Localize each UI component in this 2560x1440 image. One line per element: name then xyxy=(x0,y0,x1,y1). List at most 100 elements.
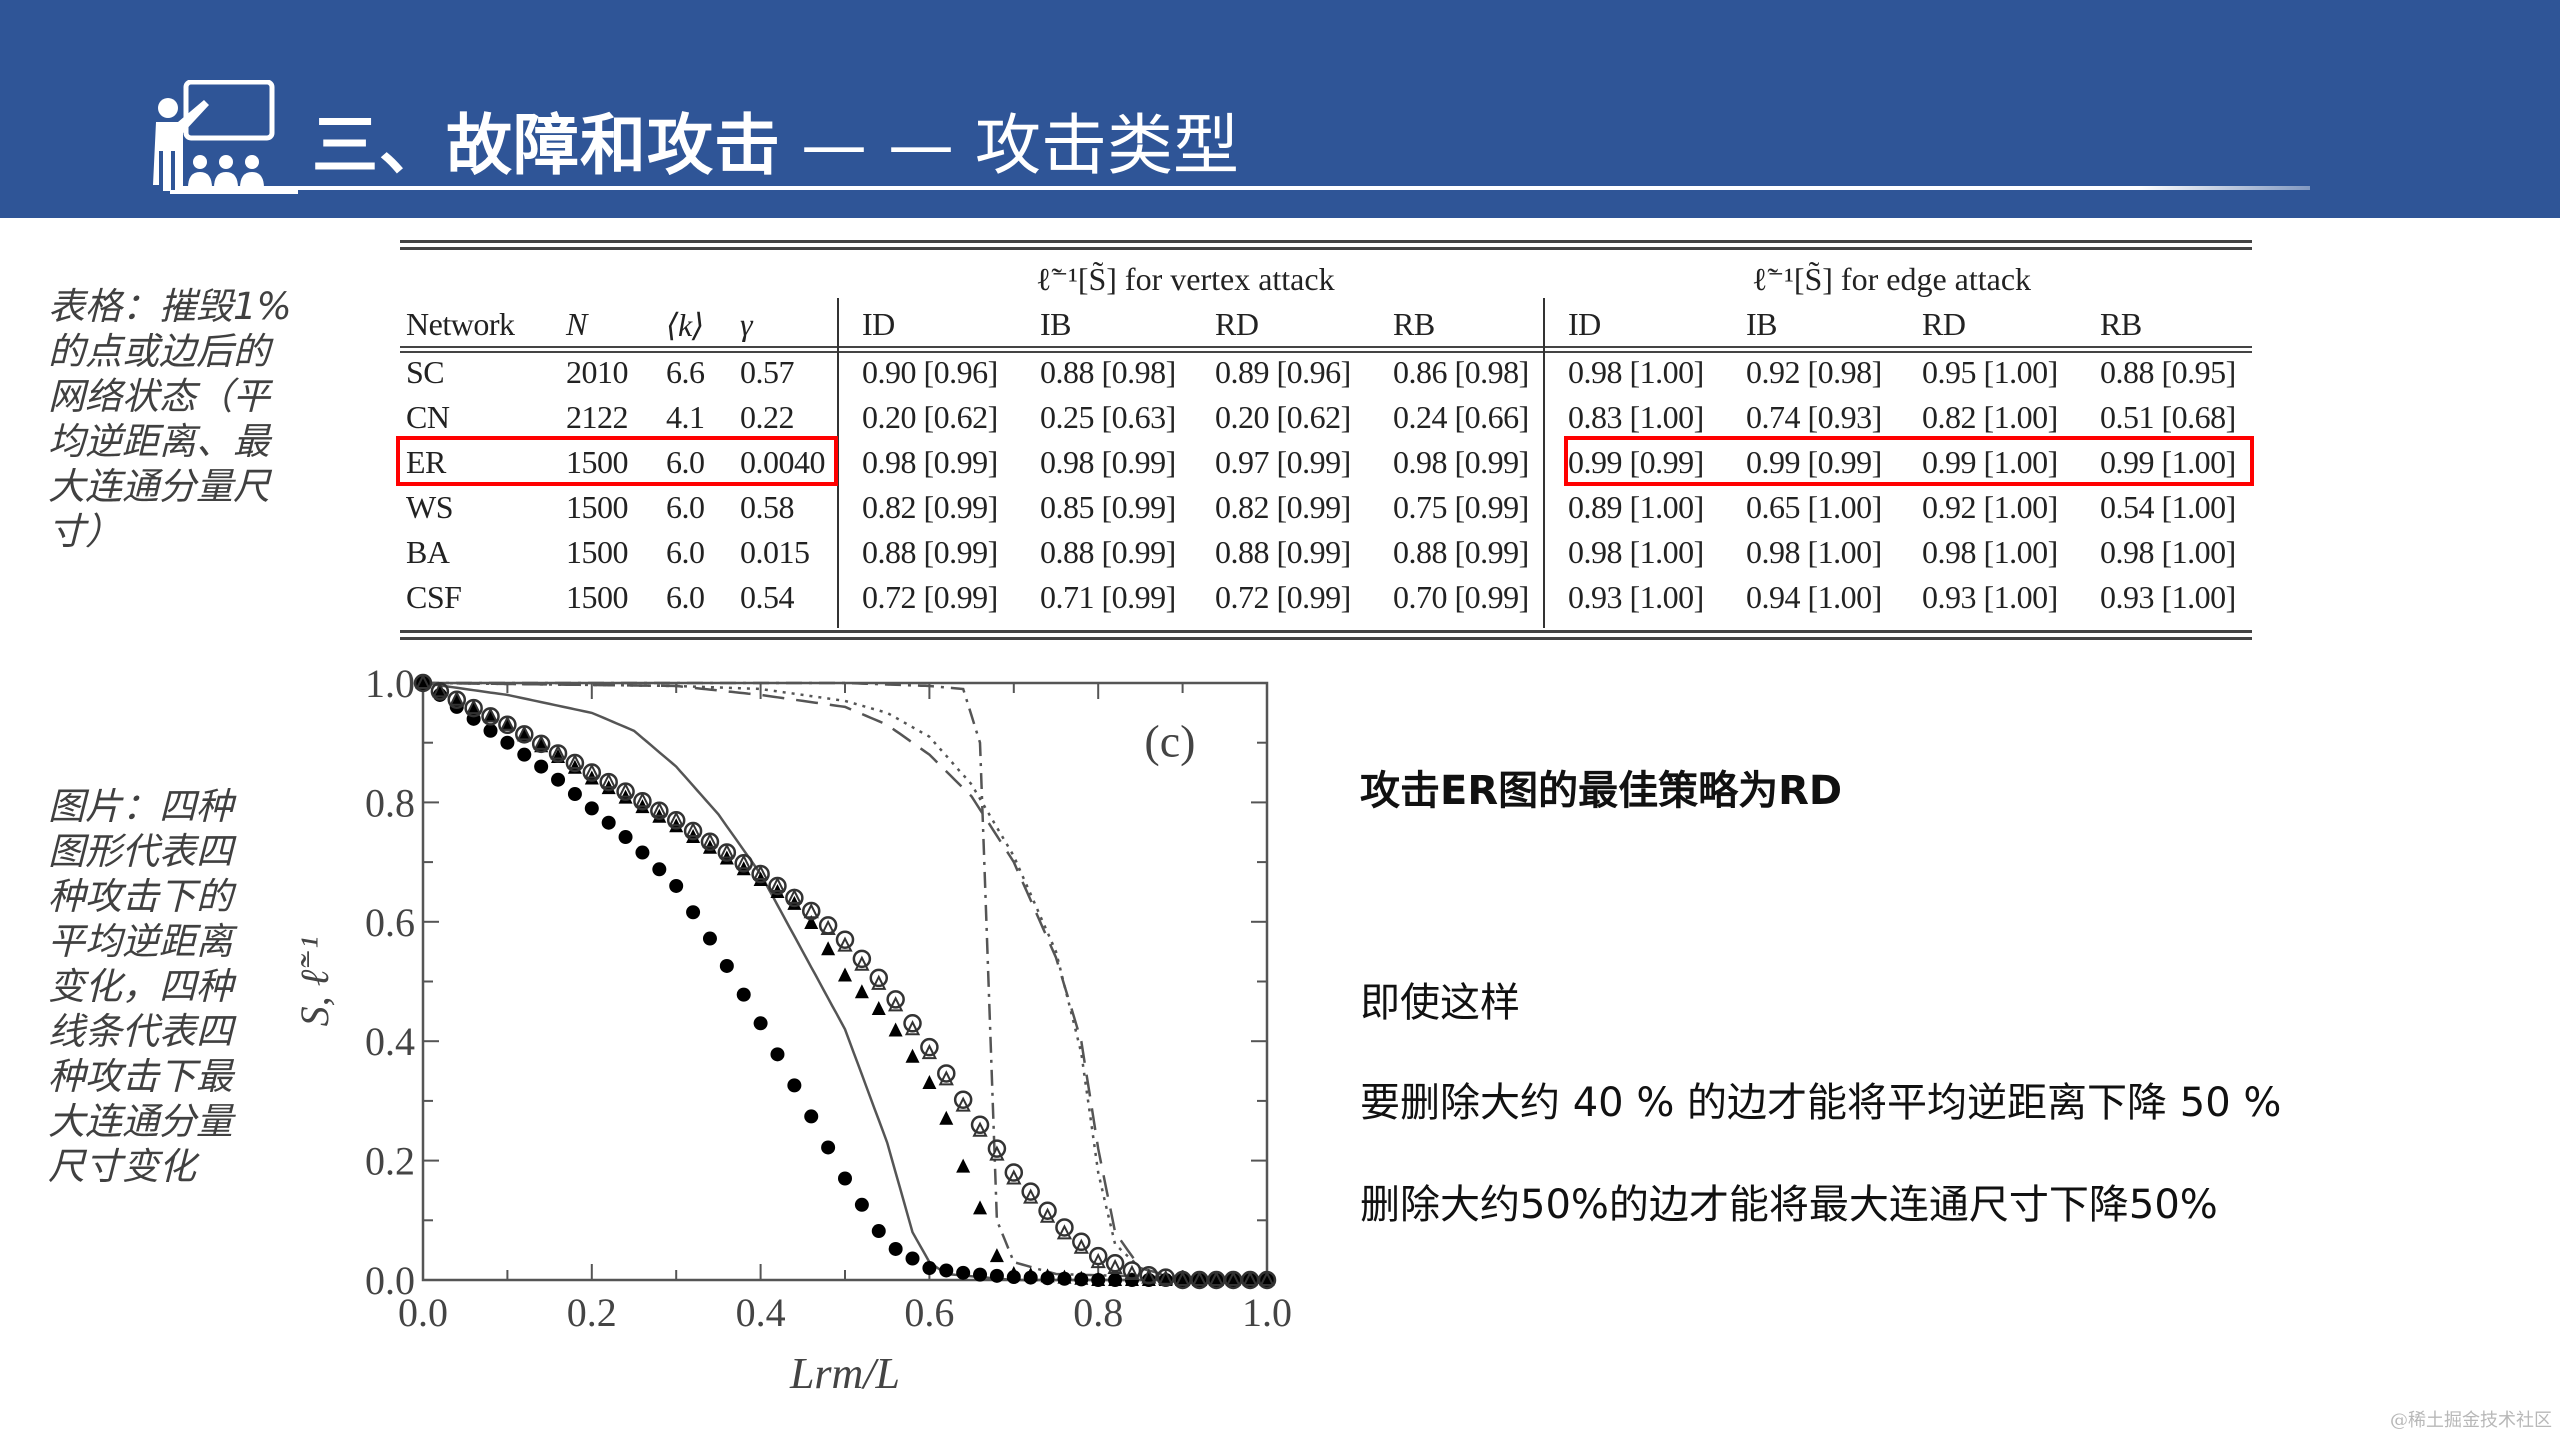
marker-filled-triangle xyxy=(939,1110,954,1125)
marker-filled-triangle xyxy=(1226,1272,1241,1286)
marker-filled-circle xyxy=(871,1224,886,1239)
table-cell-cn-v-rd: 0.20 [0.62] xyxy=(1215,399,1351,435)
marker-open-circle xyxy=(1038,1201,1057,1220)
table-cell-cn-k: 4.1 xyxy=(666,399,705,435)
marker-open-triangle xyxy=(1191,1270,1208,1286)
table-cell-ba-gamma: 0.015 xyxy=(740,534,810,570)
marker-open-triangle xyxy=(837,936,853,952)
title-subsection: — — 攻击类型 xyxy=(801,107,1239,184)
marker-filled-circle xyxy=(736,987,751,1002)
table-cell-er-e-id: 0.99 [0.99] xyxy=(1568,444,1704,480)
table-cell-sc-e-ib: 0.92 [0.98] xyxy=(1746,354,1882,390)
marker-open-circle xyxy=(447,690,467,709)
marker-open-circle xyxy=(1122,1261,1142,1280)
marker-filled-triangle xyxy=(854,984,869,999)
table-cell-ws-e-ib: 0.65 [1.00] xyxy=(1746,489,1882,525)
col-header-e-rb: RB xyxy=(2100,306,2142,342)
marker-open-triangle xyxy=(972,1121,988,1137)
er-row-edge-attack-highlight xyxy=(1564,436,2254,486)
marker-open-circle xyxy=(970,1115,990,1135)
table-bottom-rule-2 xyxy=(400,637,2252,640)
table-cell-sc-v-rb: 0.86 [0.98] xyxy=(1393,354,1529,390)
marker-open-triangle xyxy=(651,801,667,817)
marker-filled-triangle xyxy=(1006,1266,1021,1281)
marker-filled-triangle xyxy=(1209,1272,1224,1286)
marker-open-triangle xyxy=(1225,1270,1241,1286)
marker-filled-triangle xyxy=(466,700,481,715)
table-cell-er-e-rb: 0.99 [1.00] xyxy=(2100,444,2236,480)
marker-open-circle xyxy=(734,854,753,873)
marker-filled-circle xyxy=(821,1140,836,1155)
marker-open-triangle xyxy=(955,1096,971,1112)
table-cell-cn-e-id: 0.83 [1.00] xyxy=(1568,399,1704,435)
marker-filled-circle xyxy=(787,1078,802,1093)
table-cell-ba-e-rd: 0.98 [1.00] xyxy=(1922,534,2058,570)
table-cell-er-v-rb: 0.98 [0.99] xyxy=(1393,444,1529,480)
col-header-gamma: γ xyxy=(740,306,753,342)
table-cell-er-n: 1500 xyxy=(566,444,629,480)
col-header-k: ⟨k⟩ xyxy=(666,307,704,343)
table-cell-ba-network: BA xyxy=(406,534,450,570)
marker-open-triangle xyxy=(415,673,431,689)
marker-open-circle xyxy=(869,968,889,988)
watermark: @稀土掘金技术社区 xyxy=(2390,1410,2552,1431)
marker-open-circle xyxy=(920,1037,939,1057)
table-cell-csf-v-rb: 0.70 [0.99] xyxy=(1393,579,1529,615)
marker-filled-triangle xyxy=(416,675,430,689)
marker-filled-circle xyxy=(686,905,701,920)
marker-open-circle xyxy=(937,1064,956,1083)
figure-caption-note: 图片：四种图形代表四种攻击下的平均逆距离变化，四种线条代表四种攻击下最大连通分量… xyxy=(48,785,233,1188)
marker-filled-triangle xyxy=(956,1158,971,1173)
table-cell-ws-v-rd: 0.82 [0.99] xyxy=(1215,489,1351,525)
attack-results-table: ℓ̃⁻¹[S̃] for vertex attack ℓ̃⁻¹[S̃] for … xyxy=(396,238,2254,640)
slide-title: 三、故障和攻击 — — 攻击类型 xyxy=(312,92,1239,188)
table-cell-er-k: 6.0 xyxy=(666,444,705,480)
x-tick-label: 0.8 xyxy=(1073,1290,1123,1335)
table-cell-cn-v-ib: 0.25 [0.63] xyxy=(1040,399,1176,435)
marker-open-triangle xyxy=(1056,1224,1073,1240)
marker-open-triangle xyxy=(736,854,752,870)
table-cell-sc-n: 2010 xyxy=(566,354,629,390)
table-cell-ba-k: 6.0 xyxy=(666,534,705,570)
marker-filled-triangle xyxy=(804,914,819,929)
marker-open-circle xyxy=(751,864,770,884)
table-cell-ws-network: WS xyxy=(406,489,454,525)
marker-open-triangle xyxy=(617,782,634,798)
panel-label: (c) xyxy=(1144,716,1195,767)
marker-filled-triangle xyxy=(1108,1272,1123,1286)
table-cell-cn-n: 2122 xyxy=(566,399,629,435)
marker-open-triangle xyxy=(1039,1207,1056,1223)
table-cell-cn-gamma: 0.22 xyxy=(740,399,795,435)
vertex-attack-group-header: ℓ̃⁻¹[S̃] for vertex attack xyxy=(1036,261,1335,297)
marker-filled-triangle xyxy=(449,691,464,706)
table-cell-sc-e-rb: 0.88 [0.95] xyxy=(2100,354,2236,390)
marker-filled-circle xyxy=(753,1016,768,1031)
marker-open-triangle xyxy=(584,763,600,779)
col-header-v-rd: RD xyxy=(1215,306,1259,342)
marker-open-circle xyxy=(1055,1218,1074,1237)
table-cell-csf-k: 6.0 xyxy=(666,579,705,615)
x-tick-label: 1.0 xyxy=(1242,1290,1292,1335)
marker-filled-circle xyxy=(719,958,734,973)
x-tick-label: 0.4 xyxy=(736,1290,786,1335)
marker-filled-circle xyxy=(888,1241,903,1256)
marker-filled-circle xyxy=(956,1265,971,1280)
marker-open-circle xyxy=(498,715,517,735)
table-cell-ba-v-rb: 0.88 [0.99] xyxy=(1393,534,1529,570)
marker-open-triangle xyxy=(786,888,802,904)
marker-filled-triangle xyxy=(1040,1268,1055,1283)
marker-open-triangle xyxy=(1107,1258,1123,1275)
marker-filled-triangle xyxy=(1260,1272,1274,1286)
marker-open-circle xyxy=(515,725,534,744)
marker-open-triangle xyxy=(871,974,887,990)
table-cell-csf-e-id: 0.93 [1.00] xyxy=(1568,579,1704,615)
marker-filled-triangle xyxy=(989,1248,1004,1263)
table-cell-er-gamma: 0.0040 xyxy=(740,444,826,480)
table-cell-csf-e-rb: 0.93 [1.00] xyxy=(2100,579,2236,615)
presenter-teaching-icon xyxy=(153,80,298,194)
table-cell-cn-e-rb: 0.51 [0.68] xyxy=(2100,399,2236,435)
table-cell-er-e-rd: 0.99 [1.00] xyxy=(1922,444,2058,480)
column-divider-2 xyxy=(1543,298,1545,628)
marker-open-circle xyxy=(1257,1270,1277,1290)
table-cell-ws-k: 6.0 xyxy=(666,489,705,525)
